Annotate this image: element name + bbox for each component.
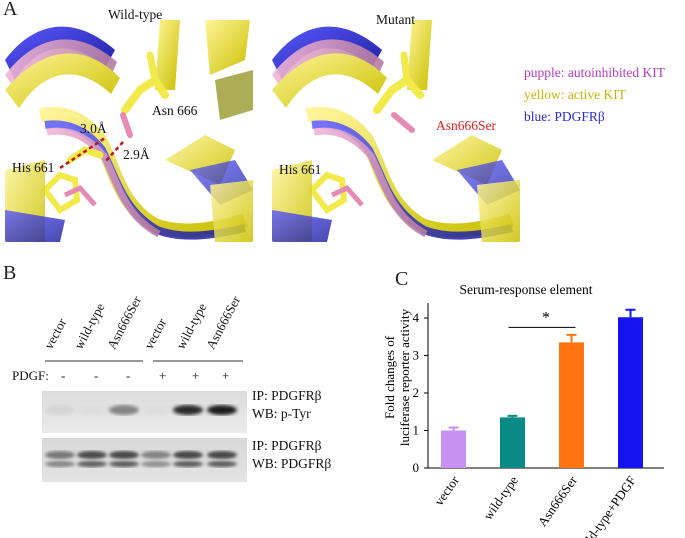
blot-band [173,451,203,459]
mutant-title: Mutant [376,12,415,27]
blot1-ip-label: IP: PDGFRβ [252,388,322,403]
x-category-label: Asn666Ser [535,473,581,529]
ptyr-blot-bands [42,391,247,433]
blot-band [141,405,171,415]
legend-entry: blue: PDGFRβ [524,109,605,124]
significance-star: * [542,309,550,326]
x-category-label: wild-type [480,473,521,523]
pdgf-sign: + [222,368,230,383]
residue-asn666-label: Asn 666 [152,103,198,118]
hbond-distance-1: 3.0Å [80,121,107,136]
blot-band [77,405,107,415]
mutant-structure-image [272,20,520,242]
pdgf-sign: - [61,368,66,383]
hbond-distance-2: 2.9Å [123,147,150,162]
blot-band [207,460,237,468]
y-tick-label: 3 [413,348,420,363]
blot-band [109,405,139,415]
blot1-wb-label: WB: p-Tyr [252,406,311,421]
blot-band [77,451,107,459]
blot2-wb-label: WB: PDGFRβ [252,456,332,471]
pdgfrb-western-blot [42,438,247,482]
x-category-label: wild-type+PDGF [575,473,639,538]
panel-b-letter: B [3,262,17,284]
ptyr-western-blot [42,391,247,433]
bar-vector [441,430,466,468]
mutant-structure-graphic [272,20,520,242]
wildtype-structure-image [5,20,253,242]
lane-label: vector [40,315,70,352]
legend-entry: pupple: autoinhibited KIT [524,65,665,80]
wildtype-title: Wild-type [108,7,163,22]
panel-c-letter: C [395,268,409,290]
x-category-label: vector [431,473,462,509]
pdgf-sign: - [94,368,99,383]
blot2-ip-label: IP: PDGFRβ [252,438,322,453]
bar-Asn666Ser [559,342,584,468]
blot-band [141,460,171,468]
mutant-his661-label: His 661 [279,162,322,177]
blot-band [45,460,75,468]
y-tick-label: 4 [413,310,420,325]
blot-band [173,460,203,468]
y-axis-label: Fold changes of [382,335,397,419]
bar-wild-type [500,417,525,468]
blot-band [207,451,237,459]
pdgfrb-blot-bands [42,438,247,482]
bar-wild-type+PDGF [618,317,643,468]
panel-a-letter: A [3,0,18,20]
blot-band [109,460,139,468]
blot-band [77,460,107,468]
blot-band [173,405,203,415]
blot-band [45,405,75,415]
pdgf-sign: - [126,368,131,383]
lane-label: Asn666Ser [103,293,145,352]
pdgf-sign: + [192,368,200,383]
pdgf-sign: + [159,368,167,383]
y-tick-label: 0 [413,460,420,475]
blot-band [207,405,237,415]
wildtype-structure-graphic [5,20,253,242]
y-axis-label-line2: luciferase reporter activity [397,308,412,446]
lane-label: vector [140,315,170,352]
luciferase-bar-chart: 0 1 2 3 4 Fold changes of luciferase reporter … [382,282,664,538]
blot-band [45,451,75,459]
y-tick-label: 1 [413,423,420,438]
y-tick-label: 2 [413,385,420,400]
blot-band [109,451,139,459]
legend-entry: yellow: active KIT [524,87,626,102]
blot-band [141,451,171,459]
lane-label: Asn666Ser [202,293,244,352]
mutation-asn666ser-label: Asn666Ser [436,118,496,133]
lane-group-lines [45,360,243,362]
residue-his661-label: His 661 [12,160,55,175]
pdgf-label: PDGF: [12,368,49,383]
chart-title: Serum-response element [459,282,592,297]
